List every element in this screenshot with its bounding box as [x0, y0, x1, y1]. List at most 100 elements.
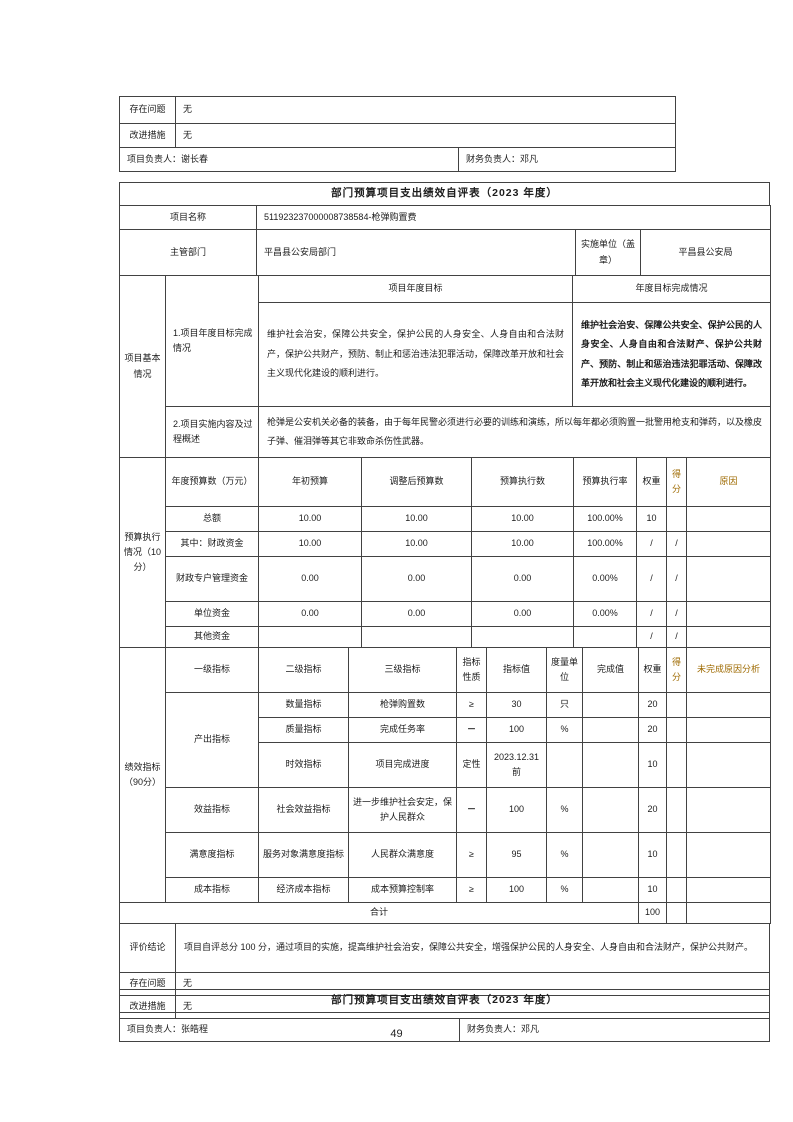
indicator-cell: 20 [638, 717, 667, 743]
budget-cell [361, 626, 472, 648]
indicators-total-row: 合计 100 [119, 902, 771, 924]
indicator-header: 权重 [638, 647, 667, 693]
indicator-header: 度量单位 [546, 647, 583, 693]
indicator-cell [666, 877, 687, 903]
indicator-cell: 人民群众满意度 [348, 832, 457, 878]
budget-cell [686, 626, 771, 648]
budget-cell: 0.00 [361, 556, 472, 602]
indicator-header: 完成值 [582, 647, 639, 693]
measures-value: 无 [175, 123, 676, 148]
project-manager: 项目负责人：谢长春 [119, 147, 459, 172]
previous-eval-table: 存在问题 无 改进措施 无 项目负责人：谢长春 财务负责人：邓凡 [119, 96, 676, 172]
impl-text: 枪弹是公安机关必备的装备，由于每年民警必须进行必要的训练和演练，所以每年都必须购… [258, 406, 771, 458]
indicator-cell: 经济成本指标 [258, 877, 349, 903]
budget-header: 权重 [636, 457, 667, 507]
budget-cell [666, 506, 687, 532]
indicator-cell [666, 717, 687, 743]
budget-cell [686, 556, 771, 602]
indicator-cell [582, 787, 639, 833]
main-eval-table: 部门预算项目支出绩效自评表（2023 年度） 项目名称 511923237000… [119, 182, 771, 1042]
budget-cell: 100.00% [573, 531, 637, 557]
indicator-row: 满意度指标 服务对象满意度指标 人民群众满意度 ≥ 95 % 10 [120, 832, 771, 878]
project-info-section: 项目名称 511923237000008738584-枪弹购置费 主管部门 平昌… [119, 205, 771, 276]
dept-label: 主管部门 [119, 229, 257, 276]
indicator-cell [582, 717, 639, 743]
indicator-cell [546, 742, 583, 788]
indicator-cell: ≥ [456, 832, 487, 878]
budget-cell: 其中：财政资金 [165, 531, 259, 557]
budget-row: 其中：财政资金 10.00 10.00 10.00 100.00% / / [120, 531, 771, 557]
indicator-cell: 30 [486, 692, 547, 718]
indicator-row: 成本指标 经济成本指标 成本预算控制率 ≥ 100 % 10 [120, 877, 771, 903]
goal-text: 维护社会治安，保障公共安全，保护公民的人身安全、人身自由和合法财产，保护公共财产… [258, 302, 573, 407]
indicator-cell: ≥ [456, 877, 487, 903]
budget-cell: 单位资金 [165, 601, 259, 627]
indicator-cell: 时效指标 [258, 742, 349, 788]
indicator-cell [582, 692, 639, 718]
indicator-cell [686, 717, 771, 743]
indicator-cell: 完成任务率 [348, 717, 457, 743]
budget-cell: / [636, 626, 667, 648]
indicator-cell [686, 787, 771, 833]
indicator-cell [666, 787, 687, 833]
indicator-cell: 100 [486, 877, 547, 903]
budget-row: 总额 10.00 10.00 10.00 100.00% 10 [120, 506, 771, 532]
indicator-cell [666, 742, 687, 788]
budget-header: 年度预算数（万元） [165, 457, 259, 507]
main-table-title: 部门预算项目支出绩效自评表（2023 年度） [119, 182, 770, 206]
finance-manager: 财务负责人：邓凡 [459, 1018, 770, 1042]
budget-cell: 10.00 [471, 531, 574, 557]
indicator-cell: 95 [486, 832, 547, 878]
indicators-section: 绩效指标（90分） 一级指标 二级指标 三级指标 指标性质 指标值 度量单位 完… [119, 647, 771, 924]
indicator-cell: 项目完成进度 [348, 742, 457, 788]
next-eval-table: 部门预算项目支出绩效自评表（2023 年度） [119, 989, 770, 1013]
budget-cell [471, 626, 574, 648]
indicator-cell: 产出指标 [165, 692, 259, 788]
indicator-cell: 成本预算控制率 [348, 877, 457, 903]
indicator-row: 时效指标 项目完成进度 定性 2023.12.31前 10 [120, 742, 771, 788]
prev-table-issues: 存在问题 无 改进措施 无 [119, 96, 676, 148]
indicator-header-score: 得分 [666, 647, 687, 693]
indicator-cell: 社会效益指标 [258, 787, 349, 833]
indicator-header-reason: 未完成原因分析 [686, 647, 771, 693]
indicator-cell: 服务对象满意度指标 [258, 832, 349, 878]
budget-section: 预算执行情况（10分） 年度预算数（万元） 年初预算 调整后预算数 预算执行数 … [119, 457, 771, 648]
budget-cell: / [636, 531, 667, 557]
budget-row: 单位资金 0.00 0.00 0.00 0.00% / / [120, 601, 771, 627]
indicator-cell: 数量指标 [258, 692, 349, 718]
completion-text: 维护社会治安、保障公共安全、保护公民的人身安全、人身自由和合法财产、保护公共财产… [572, 302, 771, 407]
total-score [666, 902, 687, 924]
indicator-cell: 10 [638, 832, 667, 878]
budget-cell: 0.00 [361, 601, 472, 627]
indicator-cell [686, 692, 771, 718]
project-name-value: 511923237000008738584-枪弹购置费 [256, 205, 771, 230]
budget-cell: 0.00 [471, 601, 574, 627]
indicator-cell: － [456, 787, 487, 833]
indicator-header: 一级指标 [165, 647, 259, 693]
indicator-cell: ≥ [456, 692, 487, 718]
budget-cell: 10.00 [258, 506, 362, 532]
issues-label: 存在问题 [119, 96, 176, 124]
budget-header: 年初预算 [258, 457, 362, 507]
indicator-cell [582, 832, 639, 878]
budget-header-score: 得分 [666, 457, 687, 507]
budget-cell: 10.00 [258, 531, 362, 557]
project-name-label: 项目名称 [119, 205, 257, 230]
completion-header: 年度目标完成情况 [572, 275, 771, 303]
goal-header: 项目年度目标 [258, 275, 573, 303]
indicator-cell: % [546, 832, 583, 878]
indicator-cell: % [546, 717, 583, 743]
total-reason [686, 902, 771, 924]
budget-header: 预算执行数 [471, 457, 574, 507]
budget-cell: 0.00 [471, 556, 574, 602]
budget-cell [573, 626, 637, 648]
budget-cell: 其他资金 [165, 626, 259, 648]
indicator-header: 二级指标 [258, 647, 349, 693]
conclusion-label: 评价结论 [119, 923, 176, 973]
budget-header: 预算执行率 [573, 457, 637, 507]
indicator-cell: 2023.12.31前 [486, 742, 547, 788]
budget-cell: 10.00 [361, 506, 472, 532]
budget-cell: / [636, 556, 667, 602]
budget-cell: / [666, 626, 687, 648]
budget-cell: / [666, 556, 687, 602]
